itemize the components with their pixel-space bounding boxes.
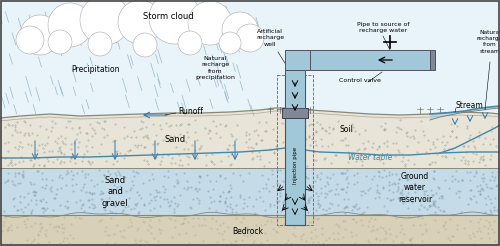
Text: Precipitation: Precipitation (71, 65, 120, 75)
Bar (277, 75, 313, 225)
Text: Sand
and
gravel: Sand and gravel (102, 176, 128, 208)
Bar (285, 50, 310, 70)
Circle shape (48, 3, 92, 47)
Text: Soil: Soil (340, 125, 354, 135)
Bar (0, 168, 500, 215)
Circle shape (16, 26, 44, 54)
Circle shape (133, 33, 157, 57)
Text: Ground
water
reservoir: Ground water reservoir (398, 172, 432, 204)
Text: Natural
recharge
from
stream: Natural recharge from stream (477, 30, 500, 54)
Text: Water table: Water table (348, 154, 392, 163)
Text: Runoff: Runoff (178, 108, 203, 117)
Circle shape (20, 15, 60, 55)
Polygon shape (0, 108, 500, 168)
Text: Sand: Sand (164, 136, 186, 144)
Bar (0, 215, 500, 246)
Text: Bedrock: Bedrock (232, 228, 264, 236)
Polygon shape (430, 106, 500, 120)
Circle shape (219, 32, 241, 54)
Circle shape (88, 32, 112, 56)
Circle shape (118, 0, 162, 44)
Bar (282, 108, 308, 118)
Circle shape (48, 30, 72, 54)
Circle shape (80, 0, 130, 45)
Text: Pipe to source of
recharge water: Pipe to source of recharge water (357, 22, 409, 33)
Text: Natural
recharge
from
precipitation: Natural recharge from precipitation (195, 56, 235, 80)
Text: Stream: Stream (455, 101, 483, 109)
Text: Storm cloud: Storm cloud (142, 12, 194, 21)
Bar (285, 75, 305, 225)
Circle shape (178, 31, 202, 55)
Bar (305, 50, 430, 70)
Circle shape (236, 24, 264, 52)
Bar (430, 50, 435, 70)
Text: Injection pipe: Injection pipe (292, 146, 298, 184)
Circle shape (149, 0, 201, 44)
Circle shape (222, 12, 258, 48)
Text: Artificial
recharge
well: Artificial recharge well (256, 29, 284, 47)
Bar (285, 70, 305, 108)
Text: Control valve: Control valve (339, 77, 381, 82)
Circle shape (188, 1, 232, 45)
